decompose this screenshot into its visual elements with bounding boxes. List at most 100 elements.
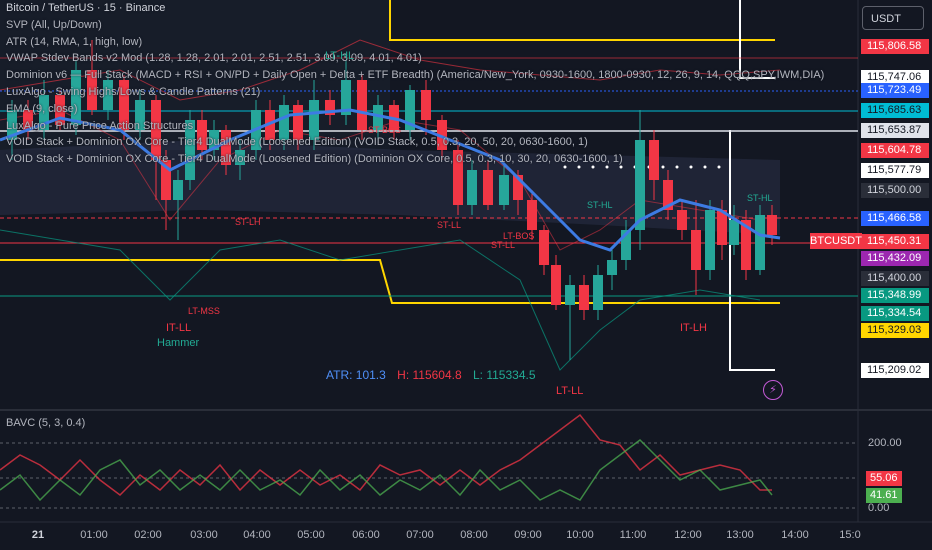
low-value: L: 115334.5 <box>473 368 536 382</box>
symbol-tag: BTCUSDT <box>810 233 862 249</box>
price-label: 115,723.49 <box>861 83 929 98</box>
price-label: 115,334.54 <box>861 306 929 321</box>
dot-marker <box>703 165 707 169</box>
candle-body <box>39 95 49 130</box>
candle-body <box>551 265 561 305</box>
candle-body <box>513 175 523 200</box>
dot-marker <box>689 165 693 169</box>
structure-marker: ST-LH <box>235 217 261 227</box>
indicator-legend: Bitcoin / TetherUS · 15 · Binance SVP (Al… <box>6 0 825 168</box>
candle-body <box>293 105 303 140</box>
time-tick-label: 01:00 <box>80 529 108 541</box>
legend-line[interactable]: LuxAlgo - Swing Highs/Lows & Candle Patt… <box>6 85 261 98</box>
range-box-bottom <box>729 130 775 371</box>
structure-marker: ST-LL <box>437 220 462 230</box>
candle-body <box>483 170 493 205</box>
candle-body <box>325 100 335 115</box>
candle-body <box>755 215 765 270</box>
time-tick-label: 15:0 <box>839 529 861 541</box>
legend-line[interactable]: LuxAlgo - Pure Price Action Structures <box>6 119 194 132</box>
candle-body <box>185 120 195 180</box>
candle-body <box>209 130 219 150</box>
candle-body <box>741 220 751 270</box>
legend-line[interactable]: Bitcoin / TetherUS · 15 · Binance <box>6 2 166 14</box>
price-label: 115,348.99 <box>861 288 929 303</box>
candle-body <box>467 170 477 205</box>
structure-marker: LT-HL <box>325 50 355 62</box>
legend-line[interactable]: Dominion v6 — Full Stack (MACD + RSI + O… <box>6 69 825 82</box>
oscillator-value-tag: 55.06 <box>866 471 902 486</box>
dot-marker <box>605 165 609 169</box>
dot-marker <box>717 165 721 169</box>
candle-body <box>235 150 245 165</box>
time-tick-label: 03:00 <box>190 529 218 541</box>
legend-line[interactable]: VOID Stack + Dominion OX Core - Tier4 Du… <box>6 153 623 166</box>
candle-body <box>677 210 687 230</box>
atr-stats: ATR: 101.3 H: 115604.8 L: 115334.5 <box>326 368 544 382</box>
candle-body <box>437 120 447 150</box>
time-tick-label: 13:00 <box>726 529 754 541</box>
dot-marker <box>591 165 595 169</box>
structure-marker: IT-LL <box>166 322 192 334</box>
candle-body <box>621 230 631 260</box>
candle-body <box>221 130 231 165</box>
price-label: 115,500.00 <box>861 183 929 198</box>
candle-body <box>373 105 383 130</box>
candle-body <box>565 285 575 305</box>
candle-body <box>197 120 207 150</box>
time-tick-label: 21 <box>31 529 45 541</box>
high-value: H: 115604.8 <box>397 368 462 382</box>
oscillator-title: BAVC (5, 3, 0.4) <box>6 417 86 429</box>
vwap-upper-band <box>0 39 781 101</box>
ema-line <box>0 108 781 252</box>
candle-body <box>265 110 275 140</box>
structure-marker: ST-HL <box>587 200 613 210</box>
candle-body <box>527 200 537 230</box>
legend-line[interactable]: VWAP Stdev Bands v2 Mod (1.28, 1.28, 2.0… <box>6 52 422 65</box>
price-label: 115,329.03 <box>861 323 929 338</box>
currency-selector[interactable]: USDT <box>862 6 924 30</box>
candle-body <box>421 90 431 120</box>
price-label: 115,209.02 <box>861 363 929 378</box>
oscillator-level: 200.00 <box>868 437 902 449</box>
dot-marker <box>661 165 665 169</box>
candle-body <box>663 180 673 210</box>
time-tick-label: 08:00 <box>460 529 488 541</box>
candle-body <box>729 220 739 245</box>
candle-body <box>309 100 319 140</box>
legend-line[interactable]: EMA (9, close) <box>6 102 78 115</box>
legend-line[interactable]: SVP (All, Up/Down) <box>6 18 102 31</box>
price-label: 115,450.31 <box>861 234 929 249</box>
candle-body <box>279 105 289 140</box>
candle-body <box>705 210 715 270</box>
candle-body <box>119 80 129 130</box>
legend-line[interactable]: ATR (14, RMA, 1, high, low) <box>6 35 143 48</box>
structure-marker: IT-LH <box>680 322 707 334</box>
dot-marker <box>577 165 581 169</box>
time-tick-label: 02:00 <box>134 529 162 541</box>
atr-value: ATR: 101.3 <box>326 368 386 382</box>
candle-body <box>103 80 113 110</box>
price-label: 115,653.87 <box>861 123 929 138</box>
price-label: 115,432.09 <box>861 251 929 266</box>
vwap-lower-band <box>0 229 761 371</box>
structure-marker: LT-BOS <box>503 231 535 241</box>
session-range-upper <box>389 0 775 41</box>
alert-bolt-icon[interactable]: ⚡ <box>763 380 783 400</box>
legend-line[interactable]: VOID Stack + Dominion OX Core - Tier4 Du… <box>6 136 588 149</box>
time-tick-label: 14:00 <box>781 529 809 541</box>
time-tick-label: 10:00 <box>566 529 594 541</box>
price-label: 115,806.58 <box>861 39 929 54</box>
time-tick-label: 09:00 <box>514 529 542 541</box>
structure-marker: LT-LL <box>556 385 584 397</box>
candle-body <box>499 175 509 205</box>
candle-body <box>593 275 603 310</box>
dot-marker <box>619 165 623 169</box>
dot-marker <box>563 165 567 169</box>
dot-marker <box>675 165 679 169</box>
time-tick-label: 07:00 <box>406 529 434 541</box>
candle-body <box>151 100 161 160</box>
structure-marker: ST-HL <box>747 193 773 203</box>
candle-body <box>7 110 17 140</box>
